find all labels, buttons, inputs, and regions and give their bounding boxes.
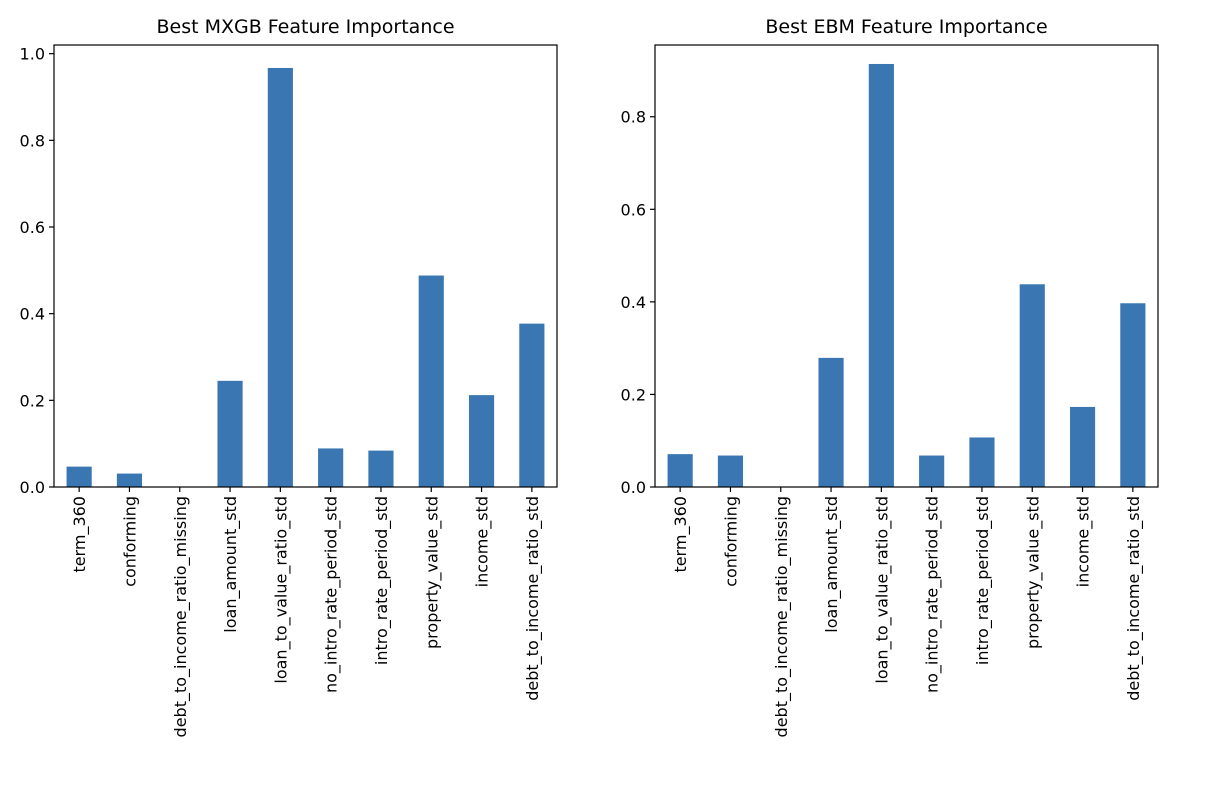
chart-title: Best EBM Feature Importance [765, 16, 1047, 38]
bar-property_value_std [1019, 284, 1045, 487]
plot-frame [654, 44, 1159, 488]
plot-frame [53, 44, 558, 488]
y-tick-label: 0.4 [621, 293, 646, 312]
y-tick-label: 0.0 [621, 478, 646, 497]
y-tick-label: 0.0 [20, 478, 45, 497]
y-tick-label: 1.0 [20, 45, 45, 64]
y-tick-label: 0.8 [20, 131, 45, 150]
bar-loan_amount_std [818, 357, 844, 487]
bar-term_360 [66, 466, 92, 487]
bar-loan_to_value_ratio_std [267, 67, 293, 487]
ebm-feature-importance-chart: Best EBM Feature Importance 0.0 0.2 0.4 0.6… [621, 16, 1159, 737]
x-tick-label: term_360 [671, 496, 691, 573]
x-tick-label: property_value_std [1023, 496, 1043, 649]
x-tick-label: intro_rate_period_std [973, 496, 993, 665]
bar-debt_to_income_ratio_std [519, 323, 545, 487]
x-tick-label: loan_amount_std [221, 496, 241, 633]
x-tick-label: loan_amount_std [822, 496, 842, 633]
mxgb-feature-importance-chart: Best MXGB Feature Importance 0.0 0.2 0.4 0.… [20, 16, 558, 737]
x-tick-label: intro_rate_period_std [372, 496, 392, 665]
x-tick-label: property_value_std [422, 496, 442, 649]
bar-term_360 [667, 454, 693, 487]
x-tick-label: debt_to_income_ratio_std [523, 496, 543, 701]
bar-income_std [468, 395, 495, 487]
x-tick-label: debt_to_income_ratio_missing [171, 496, 191, 737]
x-tick-label: conforming [120, 496, 139, 587]
y-tick-label: 0.8 [621, 108, 646, 127]
y-tick-label: 0.4 [20, 305, 45, 324]
y-tick-label: 0.2 [20, 391, 45, 410]
x-tick-label: income_std [1074, 496, 1094, 587]
x-tick-label: term_360 [70, 496, 90, 573]
y-tick-label: 0.2 [621, 385, 646, 404]
x-tick-label: debt_to_income_ratio_missing [772, 496, 792, 737]
x-tick-label: no_intro_rate_period_std [322, 496, 342, 693]
bar-intro_rate_period_std [368, 450, 394, 487]
y-tick-label: 0.6 [621, 200, 646, 219]
y-tick-label: 0.6 [20, 218, 45, 237]
bar-conforming [717, 455, 744, 487]
bar-intro_rate_period_std [969, 437, 995, 487]
bar-conforming [116, 473, 143, 487]
bar-loan_amount_std [217, 380, 243, 487]
bar-loan_to_value_ratio_std [868, 63, 894, 487]
x-tick-label: loan_to_value_ratio_std [872, 496, 892, 684]
x-tick-label: loan_to_value_ratio_std [271, 496, 291, 684]
bar-no_intro_rate_period_std [318, 448, 344, 487]
bar-property_value_std [418, 275, 444, 487]
bar-debt_to_income_ratio_std [1120, 303, 1146, 487]
chart-title: Best MXGB Feature Importance [156, 16, 454, 38]
bar-income_std [1069, 406, 1096, 487]
x-tick-label: no_intro_rate_period_std [923, 496, 943, 693]
x-tick-label: debt_to_income_ratio_std [1124, 496, 1144, 701]
bar-no_intro_rate_period_std [919, 455, 945, 487]
x-tick-label: income_std [473, 496, 493, 587]
x-tick-label: conforming [721, 496, 740, 587]
